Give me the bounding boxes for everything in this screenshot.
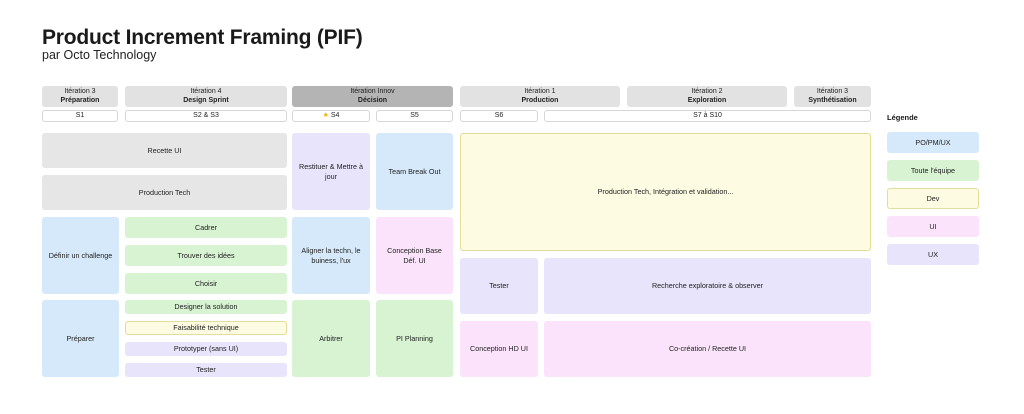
card-definir-challenge: Définir un challenge	[42, 217, 119, 294]
iteration-phase: Production	[521, 96, 559, 104]
sprint-s4: ★ S4	[292, 110, 370, 122]
sprint-s7-s10: S7 à S10	[544, 110, 871, 122]
iteration-header-1-production: Itération 1 Production	[460, 86, 620, 107]
sprint-s1: S1	[42, 110, 118, 122]
card-production-integration: Production Tech, Intégration et validati…	[460, 133, 871, 251]
iteration-name: Itération 2	[691, 88, 723, 95]
legend-item-toute-equipe: Toute l'équipe	[887, 160, 979, 181]
card-conception-hd-ui: Conception HD UI	[460, 321, 538, 377]
card-arbitrer: Arbitrer	[292, 300, 370, 377]
card-pi-planning: PI Planning	[376, 300, 453, 377]
card-preparer: Préparer	[42, 300, 119, 377]
legend-item-po-pm-ux: PO/PM/UX	[887, 132, 979, 153]
card-cadrer: Cadrer	[125, 217, 287, 238]
iteration-phase: Préparation	[60, 96, 100, 104]
iteration-name: Itération 4	[190, 88, 222, 95]
card-conception-base: Conception Base Déf. UI	[376, 217, 453, 294]
legend-title: Légende	[887, 113, 918, 122]
iteration-name: Itération 3	[816, 88, 849, 95]
page-subtitle: par Octo Technology	[42, 48, 157, 62]
iteration-name: Itération 1	[524, 88, 556, 95]
card-choisir: Choisir	[125, 273, 287, 294]
iteration-header-3-synthetisation: Itération 3 Synthétisation	[794, 86, 871, 107]
card-production-tech: Production Tech	[42, 175, 287, 210]
card-tester-production: Tester	[460, 258, 538, 314]
legend-item-ux: UX	[887, 244, 979, 265]
card-tester-design: Tester	[125, 363, 287, 377]
iteration-header-2-exploration: Itération 2 Exploration	[627, 86, 787, 107]
legend-item-ui: UI	[887, 216, 979, 237]
iteration-name: Itération Innov	[350, 88, 395, 95]
page-title: Product Increment Framing (PIF)	[42, 26, 363, 49]
iteration-phase: Exploration	[687, 96, 727, 104]
sprint-s6: S6	[460, 110, 538, 122]
iteration-header-4-design-sprint: Itération 4 Design Sprint	[125, 86, 287, 107]
card-trouver-idees: Trouver des idées	[125, 245, 287, 266]
card-faisabilite-technique: Faisabilité technique	[125, 321, 287, 335]
sprint-label: S4	[330, 112, 340, 119]
card-team-break-out: Team Break Out	[376, 133, 453, 210]
sprint-s2-s3: S2 & S3	[125, 110, 287, 122]
card-cocreation: Co-création / Recette UI	[544, 321, 871, 377]
card-recherche-exploratoire: Recherche exploratoire & observer	[544, 258, 871, 314]
iteration-phase: Design Sprint	[183, 96, 229, 104]
iteration-header-innov-decision: Itération Innov Décision	[292, 86, 453, 107]
card-designer-solution: Designer la solution	[125, 300, 287, 314]
iteration-phase: Synthétisation	[808, 96, 857, 104]
legend-item-dev: Dev	[887, 188, 979, 209]
sprint-s5: S5	[376, 110, 453, 122]
iteration-name: Itération 3	[64, 88, 96, 95]
iteration-phase: Décision	[357, 96, 388, 104]
card-restituer: Restituer & Mettre à jour	[292, 133, 370, 210]
iteration-header-3-preparation: Itération 3 Préparation	[42, 86, 118, 107]
card-prototyper: Prototyper (sans UI)	[125, 342, 287, 356]
card-recette-ui: Recette UI	[42, 133, 287, 168]
card-aligner: Aligner la techn, le buiness, l'ux	[292, 217, 370, 294]
star-icon: ★	[322, 112, 329, 119]
